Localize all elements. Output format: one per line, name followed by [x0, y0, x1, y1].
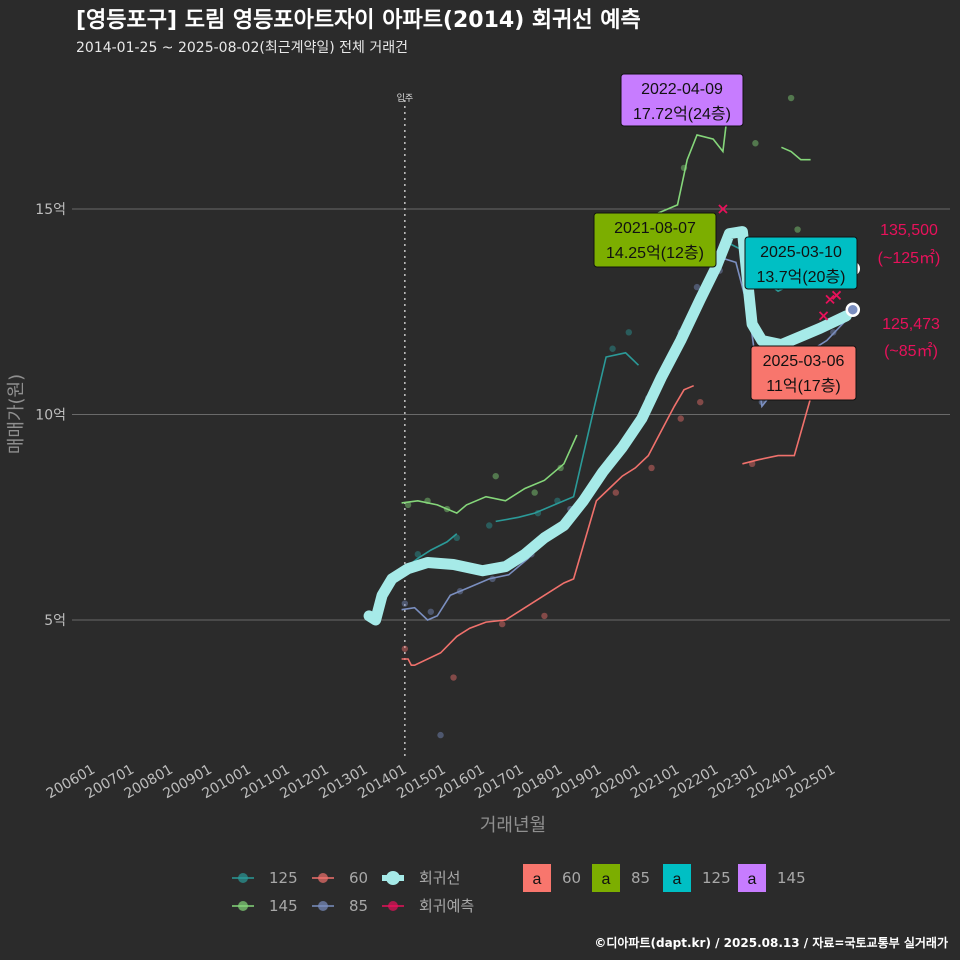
series-line-145 — [401, 434, 578, 515]
regression-line — [363, 226, 852, 626]
scatter-point-60 — [541, 612, 548, 620]
scatter-point-145 — [787, 94, 795, 102]
scatter-point-125 — [486, 522, 493, 529]
y-tick-label: 10억 — [35, 408, 66, 424]
legend-box-label-0: 60 — [562, 869, 581, 887]
move-in-marker: 입주 — [397, 92, 414, 760]
legend-box-0 — [523, 864, 551, 892]
legend-dot-5 — [388, 901, 398, 911]
callout-box-145 — [620, 73, 744, 127]
prediction-mark — [718, 204, 728, 214]
legend-box-2 — [663, 864, 691, 892]
prediction-labels: 135,500 (~125㎡) 125,473 (~85㎡) — [878, 222, 941, 360]
scatter-point-145 — [492, 472, 499, 480]
callout-box-125 — [744, 236, 858, 290]
legend-dot-4 — [318, 901, 328, 911]
x-axis-title: 거래년월 — [480, 815, 546, 836]
y-axis-title: 매매가(원) — [6, 374, 27, 454]
legend-box-label-2: 125 — [702, 869, 731, 887]
legend-label-0: 125 — [269, 869, 298, 887]
y-tick-label: 15억 — [35, 202, 66, 218]
legend-box-label-3: 145 — [777, 869, 806, 887]
callout-date: 2022-04-09 — [641, 81, 723, 98]
credit-text: ©디아파트(dapt.kr) / 2025.08.13 / 자료=국토교통부 실… — [594, 935, 948, 950]
series-line-60 — [401, 384, 695, 666]
legend-box-glyph: a — [673, 871, 682, 888]
scatter-point-125 — [414, 551, 422, 558]
prediction-value: 135,500 — [880, 222, 938, 239]
scatter-point-145 — [557, 464, 564, 472]
legend-label-1: 60 — [349, 869, 368, 887]
gridlines — [72, 208, 950, 621]
legend: 125 60 회귀선 145 85 회귀예측 a 60 a 85 a 125 a 145 — [232, 864, 806, 915]
scatter-point-60 — [450, 674, 457, 681]
legend-box-1 — [592, 864, 620, 892]
series-line-125 — [495, 351, 640, 523]
series-line-145 — [657, 97, 731, 214]
scatter-point-85 — [401, 600, 409, 607]
prediction-mark — [825, 294, 835, 305]
scatter-point-85 — [693, 283, 701, 291]
prediction-value: 125,473 — [882, 316, 940, 333]
legend-box-label-1: 85 — [631, 869, 650, 887]
callout-value: 11억(17층) — [766, 377, 841, 395]
callout-value: 14.25억(12층) — [606, 244, 704, 262]
callout-date: 2025-03-10 — [760, 244, 842, 261]
legend-label-2: 회귀선 — [419, 869, 460, 887]
legend-dot-1 — [318, 873, 328, 883]
legend-label-5: 회귀예측 — [419, 897, 474, 915]
scatter-point-60 — [401, 645, 409, 652]
scatter-point-145 — [752, 140, 759, 147]
scatter-point-85 — [437, 731, 444, 739]
prediction-mark — [831, 290, 842, 300]
prediction-mark — [818, 311, 829, 321]
y-axis-ticks: 5억 10억 15억 — [35, 202, 66, 629]
scatter-point-145 — [404, 501, 412, 509]
move-in-label: 입주 — [397, 92, 414, 104]
legend-box-glyph: a — [602, 871, 611, 888]
chart-title: [영등포구] 도림 영등포아트자이 아파트(2014) 회귀선 예측 — [76, 8, 641, 33]
legend-dot-3 — [238, 901, 248, 911]
scatter-point-85 — [830, 329, 837, 336]
legend-dot-0 — [238, 873, 248, 883]
scatter-point-145 — [531, 489, 538, 496]
legend-dot-2 — [386, 871, 400, 885]
scatter-point-60 — [697, 398, 704, 406]
callout-value: 17.72억(24층) — [633, 105, 731, 123]
scatter-point-85 — [427, 608, 435, 615]
legend-label-3: 145 — [269, 897, 298, 915]
legend-box-glyph: a — [748, 871, 757, 888]
callout-box-85 — [593, 212, 717, 268]
prediction-area: (~85㎡) — [884, 342, 938, 360]
scatter-point-60 — [648, 464, 655, 472]
scatter-point-145 — [794, 226, 801, 233]
scatter-point-125 — [453, 534, 460, 541]
scatter-point-125 — [609, 345, 616, 352]
legend-label-4: 85 — [349, 897, 368, 915]
callout-date: 2021-08-07 — [614, 220, 696, 237]
scatter-point-60 — [677, 415, 684, 422]
y-tick-label: 5억 — [44, 613, 66, 629]
callout-value: 13.7억(20층) — [756, 268, 845, 286]
callout-box-60 — [750, 345, 857, 401]
end-point — [845, 302, 861, 317]
series-line-145 — [781, 146, 811, 161]
scatter-point-125 — [625, 329, 633, 336]
legend-box-glyph: a — [533, 871, 542, 888]
callout-boxes: 2022-04-09 17.72억(24층) 2021-08-07 14.25억(12… — [593, 73, 858, 401]
legend-box-3 — [738, 864, 766, 892]
callout-date: 2025-03-06 — [763, 353, 845, 370]
scatter-point-60 — [612, 489, 620, 496]
chart-subtitle: 2014-01-25 ~ 2025-08-02(최근계약일) 전체 거래건 — [76, 40, 408, 56]
prediction-area: (~125㎡) — [878, 249, 941, 267]
scatter-point-60 — [499, 620, 506, 628]
